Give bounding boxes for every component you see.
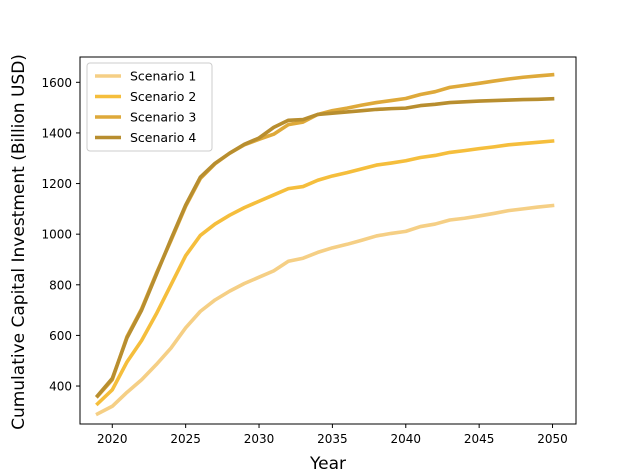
x-tick-label: 2020 (97, 432, 128, 446)
legend-label-3: Scenario 3 (130, 110, 196, 125)
plot-lines (95, 72, 555, 417)
y-tick-label: 600 (49, 329, 72, 343)
y-tick-label: 1200 (41, 177, 72, 191)
x-tick-label: 2030 (244, 432, 275, 446)
x-tick-label: 2050 (537, 432, 568, 446)
y-tick-label: 1000 (41, 228, 72, 242)
x-axis-title: Year (309, 454, 346, 474)
legend: Scenario 1 Scenario 2 Scenario 3 Scenario 4 (86, 62, 213, 152)
legend-label-2: Scenario 2 (130, 89, 196, 104)
y-tick-label: 1600 (41, 76, 72, 90)
legend-label-4: Scenario 4 (130, 130, 196, 145)
series-line-4 (95, 96, 555, 399)
y-tick-label: 1400 (41, 126, 72, 140)
series-line-1 (95, 203, 555, 417)
plot-frame (79, 56, 577, 425)
legend-label-1: Scenario 1 (130, 69, 196, 84)
legend-box (86, 62, 213, 152)
x-tick-label: 2040 (391, 432, 422, 446)
x-tick-label: 2035 (317, 432, 348, 446)
axes: 2020 2025 2030 2035 2040 2045 2050 400 600 800 100… (41, 56, 577, 446)
y-tick-label: 800 (49, 278, 72, 292)
y-tick-label: 400 (49, 380, 72, 394)
x-tick-label: 2045 (464, 432, 495, 446)
x-tick-label: 2025 (170, 432, 201, 446)
y-axis-title: Cumulative Capital Investment (Billion U… (9, 54, 29, 430)
series-line-2 (95, 139, 555, 407)
